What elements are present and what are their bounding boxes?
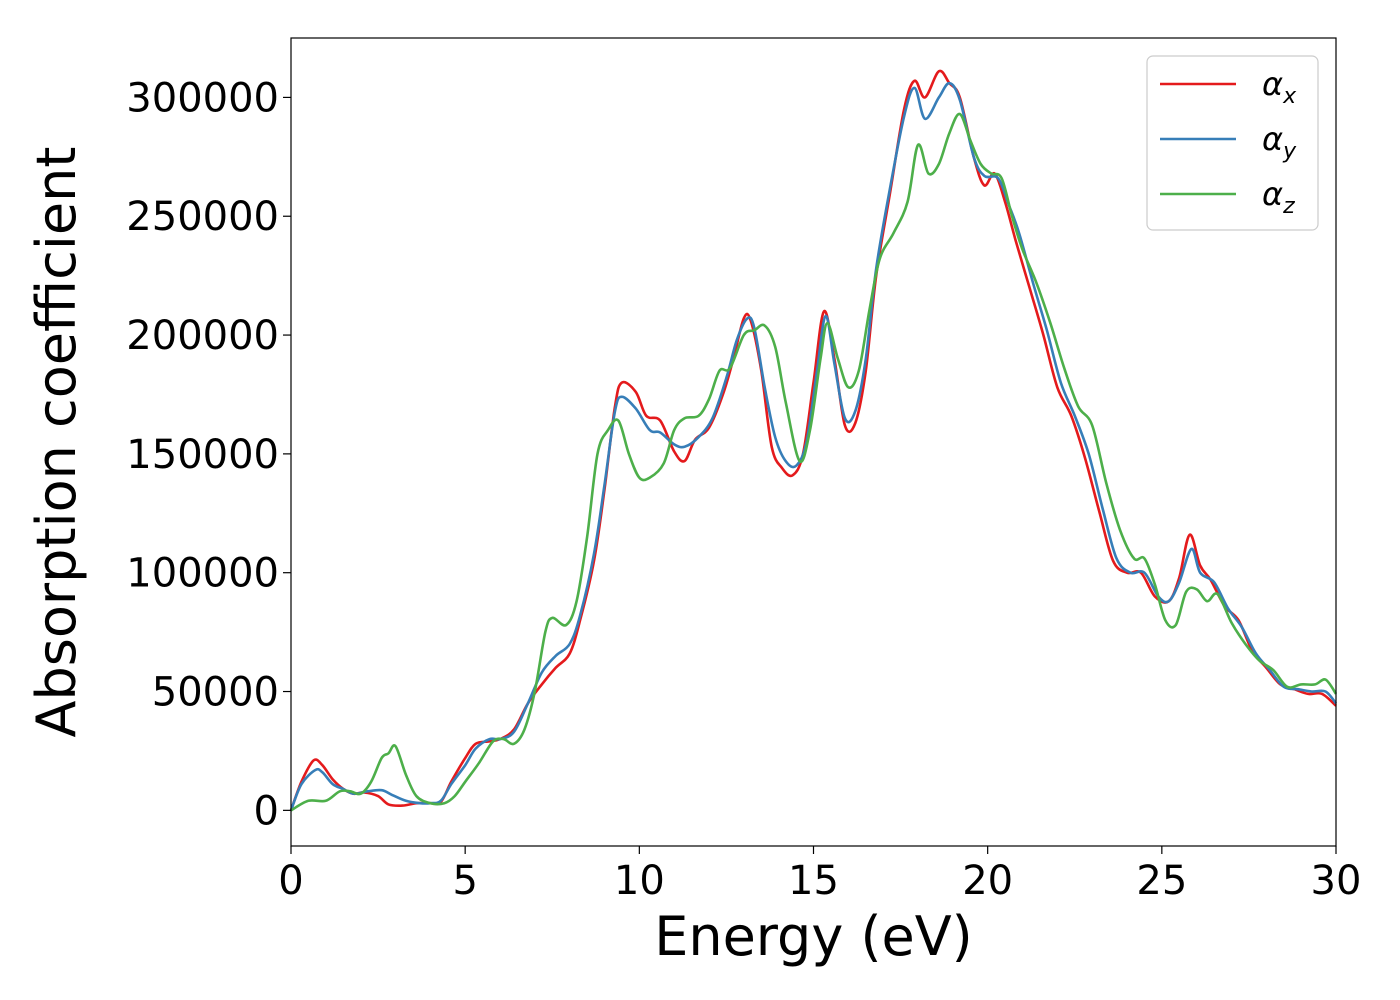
x-tick-label: 20: [962, 858, 1013, 904]
y-tick-label: 150000: [126, 432, 279, 478]
y-tick-label: 300000: [126, 75, 279, 121]
x-tick-label: 0: [278, 858, 303, 904]
x-tick-label: 25: [1136, 858, 1187, 904]
x-tick-label: 30: [1311, 858, 1362, 904]
series-line-z: [290, 112, 1338, 812]
x-axis-label: Energy (eV): [654, 905, 973, 968]
y-tick-label: 250000: [126, 194, 279, 240]
x-axis: 0 5 10 15 20 25 30: [278, 846, 1361, 904]
x-tick-label: 5: [452, 858, 477, 904]
y-axis-label: Absorption coefficient: [25, 147, 88, 738]
series-line-y: [289, 81, 1338, 811]
y-tick-label: 50000: [152, 670, 279, 716]
y-axis: 0 50000 100000 150000 200000 250000 300000: [126, 75, 291, 834]
legend-box: [1146, 55, 1319, 231]
x-tick-label: 15: [788, 858, 839, 904]
x-tick-label: 10: [614, 858, 665, 904]
y-tick-label: 100000: [126, 551, 279, 597]
y-tick-label: 200000: [126, 313, 279, 359]
series-layer: [289, 69, 1338, 812]
y-tick-label: 0: [254, 788, 279, 834]
